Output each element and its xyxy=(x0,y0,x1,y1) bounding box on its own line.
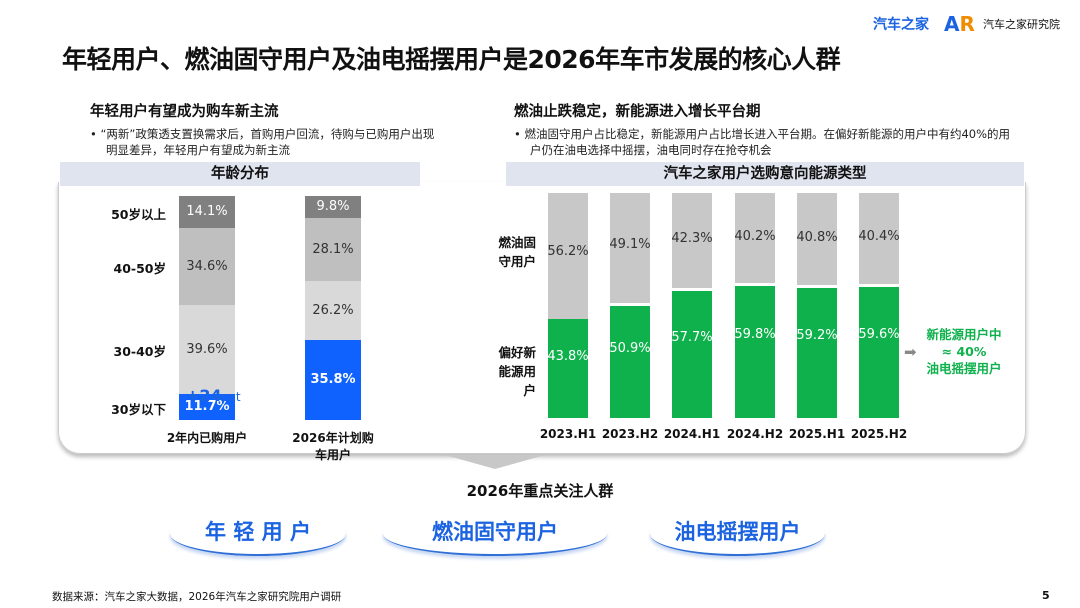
left-band: 年龄分布 xyxy=(60,162,420,186)
callout-line: 新能源用户中 xyxy=(926,327,1002,342)
callout-line: ≈ 40% xyxy=(941,344,987,359)
focus-heading: 2026年重点关注人群 xyxy=(466,482,614,500)
bar-segment: 59.6% xyxy=(858,283,900,418)
bar-segment: 49.1% xyxy=(609,193,651,304)
left-bullet-text: “两新”政策透支置换需求后，首购用户回流，待购与已购用户出现明显差异，年轻用户有… xyxy=(100,127,435,157)
series-label: 40-50岁 xyxy=(113,261,166,277)
right-bullet: • 燃油固守用户占比稳定，新能源用户占比增长进入平台期。在偏好新能源的用户中有约… xyxy=(514,127,1011,157)
pill-swing-users: 油电摇摆用户 xyxy=(650,512,825,556)
arrow-right-icon: ➡ xyxy=(904,343,917,361)
chart-panel xyxy=(58,182,1026,454)
nev-callout: 新能源用户中 ≈ 40% 油电摇摆用户 xyxy=(918,326,1010,377)
bar-segment: 28.1% xyxy=(305,217,361,281)
category-label: 2023.H1 xyxy=(539,427,597,441)
page-number: 5 xyxy=(1042,589,1050,602)
bar-segment: 50.9% xyxy=(609,303,651,418)
delta-label: +24pct xyxy=(186,386,241,405)
pill-fuel-users: 燃油固守用户 xyxy=(383,512,607,556)
category-label: 2024.H2 xyxy=(726,427,784,441)
category-label: 2024.H1 xyxy=(663,427,721,441)
bar-segment: 9.8% xyxy=(305,196,361,218)
down-arrow-icon xyxy=(445,455,545,469)
bar-segment: 40.4% xyxy=(858,193,900,284)
data-source: 数据来源：汽车之家大数据，2026年汽车之家研究院用户调研 xyxy=(52,591,342,603)
label-nev: 偏好新能源用户 xyxy=(498,345,536,398)
series-label: 30岁以下 xyxy=(111,401,166,417)
category-label: 2025.H2 xyxy=(850,427,908,441)
bar-segment: 59.8% xyxy=(734,283,776,418)
bar-segment: 14.1% xyxy=(179,196,235,228)
bar-segment: 57.7% xyxy=(671,288,713,418)
left-subtitle: 年轻用户有望成为购车新主流 xyxy=(90,104,279,120)
bar-segment: 59.2% xyxy=(796,284,838,418)
bar-segment: 35.8% xyxy=(305,339,361,420)
bar-segment: 40.8% xyxy=(796,193,838,285)
left-bullet: • “两新”政策透支置换需求后，首购用户回流，待购与已购用户出现明显差异，年轻用… xyxy=(90,127,435,157)
series-label: 30-40岁 xyxy=(113,344,166,360)
bar-segment: 34.6% xyxy=(179,227,235,306)
logo-autohome: 汽车之家 xyxy=(873,17,929,33)
logo-research: 汽车之家研究院 xyxy=(983,18,1060,31)
category-label: 2026年计划购车用户 xyxy=(292,431,374,462)
bar-segment: 26.2% xyxy=(305,280,361,340)
category-label: 2023.H2 xyxy=(601,427,659,441)
page-title: 年轻用户、燃油固守用户及油电摇摆用户是2026年车市发展的核心人群 xyxy=(62,45,841,74)
logo-ar-icon: AR xyxy=(944,12,975,36)
bar-segment: 39.6% xyxy=(179,305,235,394)
bar-segment: 11.7% xyxy=(179,393,235,420)
bar-segment: 40.2% xyxy=(734,193,776,284)
bar-segment: 43.8% xyxy=(547,319,589,418)
bar-segment: 56.2% xyxy=(547,193,589,320)
category-label: 2年内已购用户 xyxy=(166,431,248,445)
right-subtitle: 燃油止跌稳定，新能源进入增长平台期 xyxy=(514,104,761,120)
category-label: 2025.H1 xyxy=(788,427,846,441)
right-band: 汽车之家用户选购意向能源类型 xyxy=(506,162,1024,186)
right-bullet-text: 燃油固守用户占比稳定，新能源用户占比增长进入平台期。在偏好新能源的用户中有约40… xyxy=(524,127,1011,157)
callout-line: 油电摇摆用户 xyxy=(926,361,1002,376)
bar-segment: 42.3% xyxy=(671,193,713,289)
series-label: 50岁以上 xyxy=(111,206,166,222)
label-fuel: 燃油固守用户 xyxy=(498,235,536,269)
pill-young-users: 年 轻 用 户 xyxy=(170,512,346,556)
